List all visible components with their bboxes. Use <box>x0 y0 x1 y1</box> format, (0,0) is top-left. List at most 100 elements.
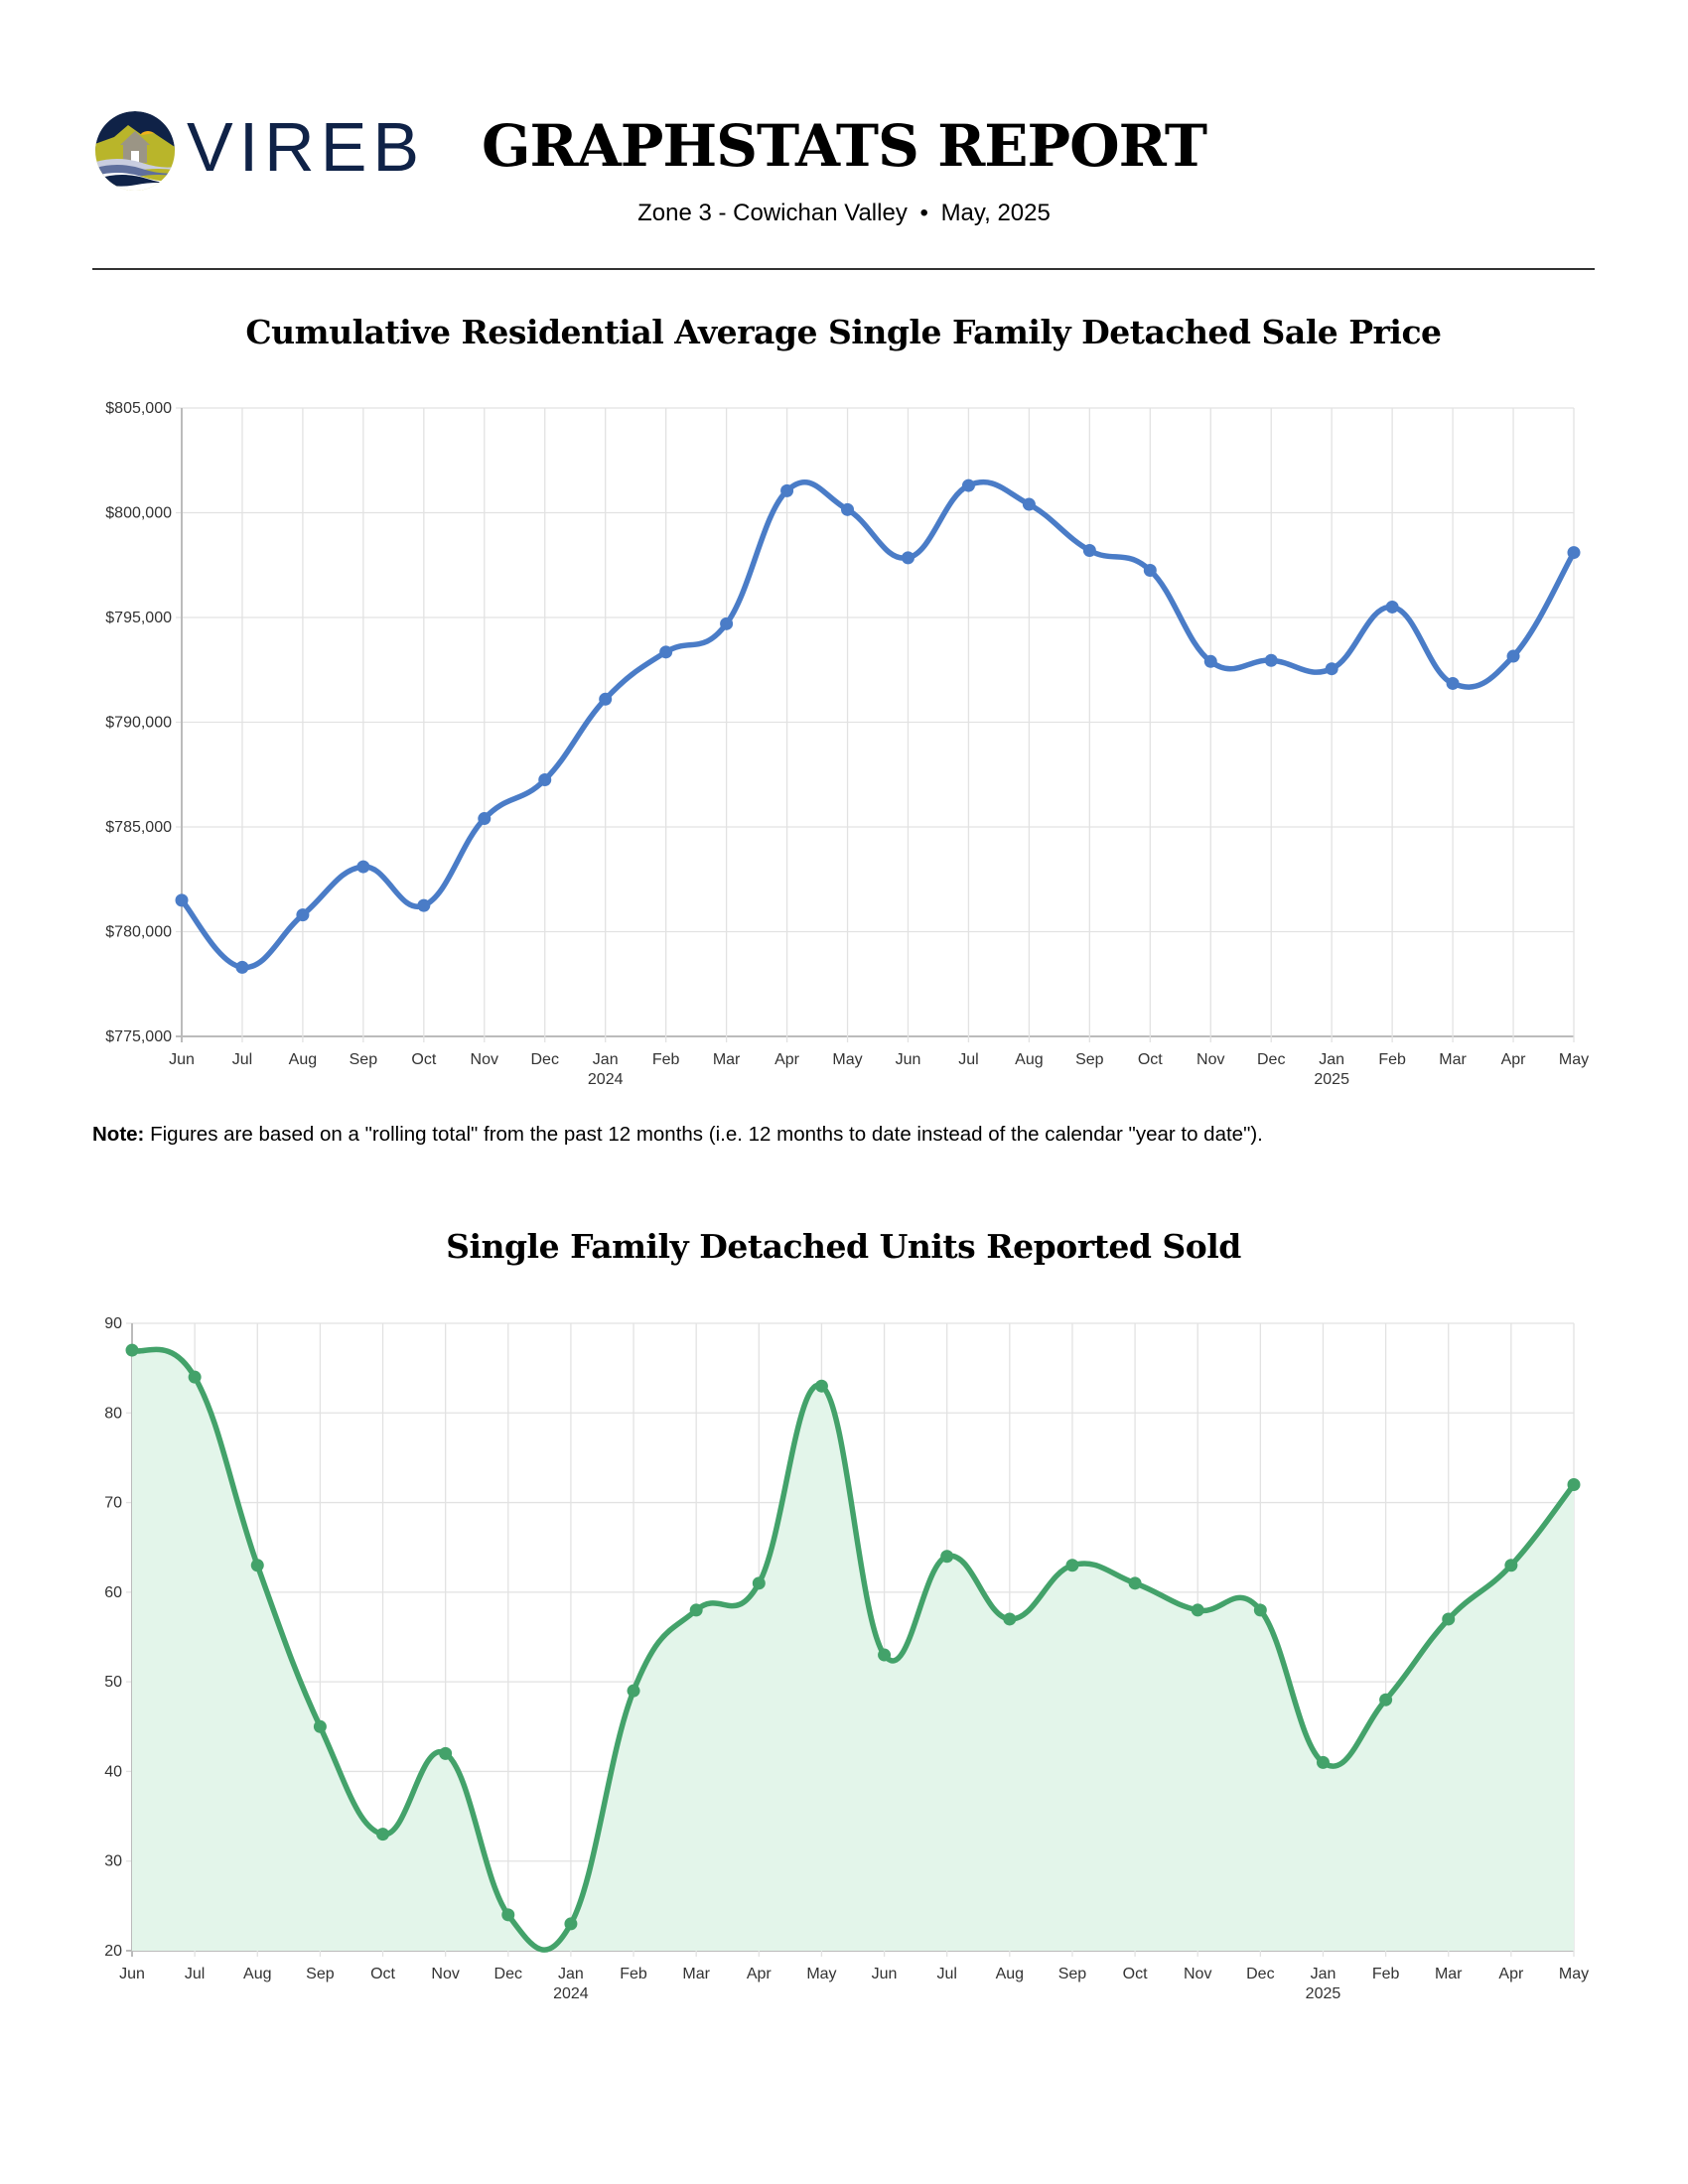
units-data-point[interactable] <box>564 1917 578 1931</box>
price-data-point[interactable] <box>1082 543 1096 557</box>
y-tick-label: $800,000 <box>105 505 172 522</box>
x-tick-label: Oct <box>1123 1966 1148 1982</box>
price-data-point[interactable] <box>1203 654 1217 668</box>
units-data-point[interactable] <box>689 1603 703 1617</box>
units-data-point[interactable] <box>1128 1576 1142 1590</box>
y-tick-label: $795,000 <box>105 610 172 626</box>
zone-label: Zone 3 - Cowichan Valley <box>637 200 908 226</box>
price-data-point[interactable] <box>538 773 552 787</box>
price-data-point[interactable] <box>901 551 914 565</box>
y-tick-label: 90 <box>104 1315 122 1332</box>
units-data-point[interactable] <box>1567 1478 1581 1492</box>
price-data-point[interactable] <box>1264 653 1278 667</box>
x-tick-label: Dec <box>1246 1966 1274 1982</box>
price-data-point[interactable] <box>478 812 492 826</box>
x-tick-label: Nov <box>1184 1966 1211 1982</box>
price-chart-title: Cumulative Residential Average Single Fa… <box>245 313 1442 351</box>
x-tick-label: Jul <box>185 1966 205 1982</box>
x-tick-label: May <box>832 1051 862 1068</box>
y-tick-label: $805,000 <box>105 400 172 417</box>
price-grid: $775,000 $780,000 $785,000 $790,000 $795,000… <box>105 400 1589 1088</box>
y-tick-label: $790,000 <box>105 715 172 732</box>
x-tick-label: Aug <box>289 1051 317 1068</box>
report-subtitle: Zone 3 - Cowichan Valley • May, 2025 <box>467 199 1221 228</box>
x-tick-label: Feb <box>1372 1966 1400 1982</box>
units-data-point[interactable] <box>439 1746 453 1760</box>
units-chart: 20 30 40 50 60 70 80 90 Jun Jul Aug Sep Oct Nov Dec Jan… <box>104 1315 1589 2002</box>
x-tick-label: Aug <box>996 1966 1024 1982</box>
price-data-point[interactable] <box>720 616 734 630</box>
logo-text: VIREB <box>187 108 426 186</box>
y-tick-label: $780,000 <box>105 924 172 941</box>
separator-bullet: • <box>919 200 928 226</box>
units-data-point[interactable] <box>376 1828 390 1842</box>
price-data-point[interactable] <box>780 483 794 497</box>
price-data-point[interactable] <box>175 893 189 907</box>
units-data-point[interactable] <box>125 1343 139 1357</box>
units-data-point[interactable] <box>752 1576 766 1590</box>
x-tick-label: Dec <box>531 1051 559 1068</box>
units-data-point[interactable] <box>313 1719 327 1733</box>
x-tick-label: Aug <box>243 1966 271 1982</box>
price-data-point[interactable] <box>1567 546 1581 560</box>
units-data-point[interactable] <box>1316 1755 1330 1769</box>
price-data-point[interactable] <box>841 502 855 516</box>
price-data-point[interactable] <box>1022 497 1036 511</box>
x-tick-label: Mar <box>682 1966 710 1982</box>
price-data-point[interactable] <box>659 645 673 659</box>
x-tick-label: Feb <box>1378 1051 1406 1068</box>
x-tick-label: Mar <box>1435 1966 1463 1982</box>
x-tick-label: Mar <box>1439 1051 1467 1068</box>
units-data-point[interactable] <box>250 1559 264 1572</box>
x-tick-label: Sep <box>350 1051 378 1068</box>
price-data-point[interactable] <box>1446 676 1460 690</box>
units-data-point[interactable] <box>1003 1612 1017 1626</box>
units-data-point[interactable] <box>1379 1693 1393 1706</box>
x-tick-label: Nov <box>431 1966 459 1982</box>
units-data-point[interactable] <box>1253 1603 1267 1617</box>
x-tick-label: Oct <box>1138 1051 1163 1068</box>
units-data-point[interactable] <box>1065 1559 1079 1572</box>
x-tick-label: Sep <box>1075 1051 1104 1068</box>
price-data-point[interactable] <box>1143 564 1157 578</box>
units-area <box>132 1349 1574 1951</box>
price-data-point[interactable] <box>235 960 249 974</box>
x-tick-label: Nov <box>471 1051 498 1068</box>
x-tick-label: Nov <box>1196 1051 1224 1068</box>
y-tick-label: 60 <box>104 1584 122 1601</box>
x-tick-label: Jun <box>169 1051 195 1068</box>
x-tick-label: Feb <box>620 1966 647 1982</box>
units-data-point[interactable] <box>814 1379 828 1393</box>
vireb-logo: VIREB <box>92 108 420 191</box>
price-series-line <box>179 478 1577 971</box>
units-data-point[interactable] <box>878 1648 892 1662</box>
price-data-point[interactable] <box>417 898 431 912</box>
x-tick-label: May <box>806 1966 836 1982</box>
price-data-point[interactable] <box>961 478 975 492</box>
units-data-point[interactable] <box>1504 1559 1518 1572</box>
y-tick-label: 70 <box>104 1495 122 1512</box>
price-data-point[interactable] <box>1385 600 1399 614</box>
units-data-point[interactable] <box>188 1370 202 1384</box>
y-tick-label: 40 <box>104 1763 122 1780</box>
price-data-point[interactable] <box>599 692 613 706</box>
x-tick-label: May <box>1559 1966 1589 1982</box>
x-tick-label: May <box>1559 1051 1589 1068</box>
units-data-point[interactable] <box>627 1684 640 1698</box>
note: Note: Figures are based on a "rolling to… <box>92 1122 1263 1148</box>
x-tick-label: Jun <box>119 1966 145 1982</box>
y-tick-label: 30 <box>104 1853 122 1870</box>
units-data-point[interactable] <box>1191 1603 1204 1617</box>
x-tick-label: Jul <box>232 1051 252 1068</box>
price-data-point[interactable] <box>1506 649 1520 663</box>
x-tick-label: Jul <box>936 1966 956 1982</box>
x-tick-label: Apr <box>747 1966 773 1982</box>
y-tick-label: 50 <box>104 1674 122 1691</box>
units-data-point[interactable] <box>1442 1612 1456 1626</box>
units-data-point[interactable] <box>501 1908 515 1922</box>
units-data-point[interactable] <box>940 1550 954 1564</box>
price-data-point[interactable] <box>1325 662 1338 676</box>
price-data-point[interactable] <box>356 860 370 874</box>
header-divider <box>92 268 1595 270</box>
price-data-point[interactable] <box>296 908 310 922</box>
